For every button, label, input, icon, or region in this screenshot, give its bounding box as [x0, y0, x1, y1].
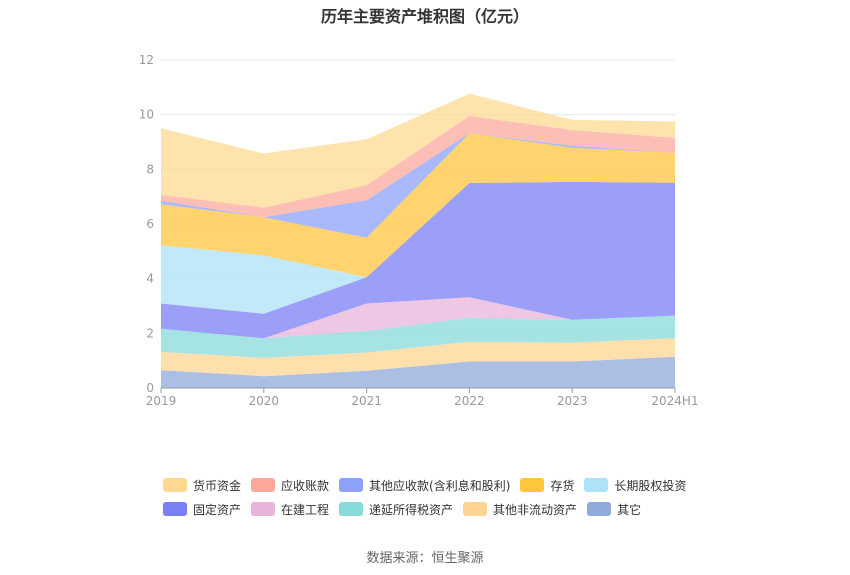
legend: 货币资金 应收账款 其他应收款(含利息和股利) 存货 长期股权投资 固定资产 在建工程 递延…: [163, 473, 723, 521]
legend-item[interactable]: 递延所得税资产: [339, 501, 453, 518]
legend-item[interactable]: 固定资产: [163, 501, 241, 518]
x-tick-label: 2020: [249, 394, 280, 408]
y-tick-label: 2: [146, 326, 154, 340]
x-tick-label: 2019: [146, 394, 177, 408]
legend-label: 应收账款: [281, 478, 330, 493]
area-其它: [161, 356, 675, 388]
legend-label: 递延所得税资产: [369, 502, 454, 517]
legend-label: 货币资金: [193, 478, 242, 493]
legend-label: 存货: [550, 478, 575, 493]
legend-label: 其他非流动资产: [493, 502, 578, 517]
chart-title: 历年主要资产堆积图（亿元）: [320, 7, 529, 26]
area-应收账款: [161, 116, 675, 218]
area-其他非流动资产: [161, 338, 675, 377]
area-series: [161, 93, 675, 388]
legend-item[interactable]: 存货: [520, 477, 574, 494]
y-tick-label: 12: [139, 53, 154, 67]
area-长期股权投资: [161, 181, 675, 314]
x-tick-label: 2024H1: [651, 394, 698, 408]
stacked-area-chart: 0 2 4 6 8 10 12 2019 2020 2021 2022 2023 2024H1: [139, 53, 699, 408]
area-递延所得税资产: [161, 315, 675, 358]
legend-label: 其它: [617, 502, 642, 517]
data-source: 数据来源：恒生聚源: [366, 551, 484, 566]
legend-item[interactable]: 应收账款: [251, 477, 329, 494]
legend-swatch: [163, 478, 187, 492]
area-货币资金: [161, 93, 675, 208]
legend-swatch: [251, 502, 276, 516]
y-tick-label: 8: [146, 162, 154, 176]
legend-swatch: [587, 502, 612, 516]
y-tick-label: 10: [139, 108, 154, 122]
legend-swatch: [584, 478, 609, 492]
area-存货: [161, 133, 675, 278]
legend-item[interactable]: 在建工程: [251, 501, 329, 518]
x-tick-label: 2023: [557, 394, 588, 408]
area-其他应收款(含利息和股利): [161, 133, 675, 238]
legend-label: 长期股权投资: [614, 478, 687, 493]
legend-label: 在建工程: [281, 502, 330, 517]
legend-swatch: [339, 502, 364, 516]
legend-item[interactable]: 其他应收款(含利息和股利): [339, 477, 510, 494]
y-tick-label: 6: [146, 217, 154, 231]
legend-swatch: [339, 478, 364, 492]
y-tick-label: 4: [146, 272, 154, 286]
legend-item[interactable]: 其它: [587, 501, 641, 518]
legend-item[interactable]: 货币资金: [163, 477, 241, 494]
legend-row: 固定资产 在建工程 递延所得税资产 其他非流动资产 其它: [163, 497, 723, 521]
legend-item[interactable]: 其他非流动资产: [463, 501, 577, 518]
x-tick-label: 2022: [454, 394, 485, 408]
legend-label: 固定资产: [193, 502, 242, 517]
legend-swatch: [463, 502, 488, 516]
area-在建工程: [161, 297, 675, 339]
x-tick-label: 2021: [351, 394, 382, 408]
axes: 0 2 4 6 8 10 12 2019 2020 2021 2022 2023 2024H1: [139, 53, 699, 408]
legend-swatch: [520, 478, 545, 492]
y-tick-label: 0: [146, 381, 154, 395]
legend-label: 其他应收款(含利息和股利): [369, 478, 511, 493]
legend-swatch: [163, 502, 187, 516]
legend-item[interactable]: 长期股权投资: [584, 477, 686, 494]
legend-row: 货币资金 应收账款 其他应收款(含利息和股利) 存货 长期股权投资: [163, 473, 723, 497]
area-固定资产: [161, 181, 675, 339]
legend-swatch: [251, 478, 276, 492]
